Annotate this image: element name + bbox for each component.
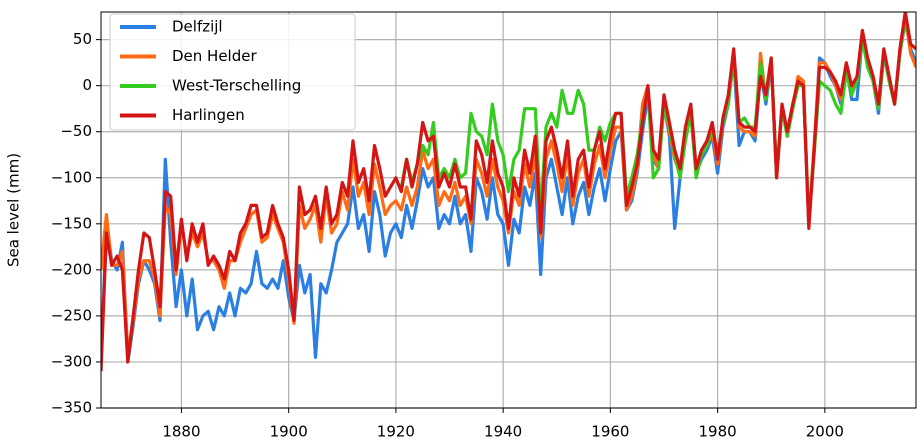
series-line — [399, 15, 916, 226]
y-tick-label: 0 — [82, 76, 92, 94]
y-axis-label: Sea level (mm) — [5, 153, 23, 267]
x-tick-label: 1900 — [270, 423, 308, 441]
x-tick-label: 1940 — [484, 423, 522, 441]
y-tick-label: −350 — [51, 399, 92, 417]
y-tick-label: −50 — [60, 122, 92, 140]
legend-label: Delfzijl — [172, 18, 223, 36]
x-tick-label: 1960 — [591, 423, 629, 441]
x-tick-label: 1920 — [377, 423, 415, 441]
series-line — [101, 12, 916, 372]
x-tick-label: 1880 — [162, 423, 200, 441]
x-tick-label: 2000 — [806, 423, 844, 441]
y-tick-label: 50 — [73, 30, 92, 48]
x-tick-label: 1980 — [699, 423, 737, 441]
y-tick-label: −250 — [51, 306, 92, 324]
y-tick-label: −300 — [51, 352, 92, 370]
legend-label: Harlingen — [172, 106, 245, 124]
y-tick-label: −150 — [51, 214, 92, 232]
y-tick-label: −200 — [51, 260, 92, 278]
legend-box — [109, 13, 356, 131]
legend-label: Den Helder — [172, 47, 257, 65]
plot-frame — [100, 11, 917, 409]
legend-label: West-Terschelling — [172, 77, 301, 95]
y-tick-label: −100 — [51, 168, 92, 186]
